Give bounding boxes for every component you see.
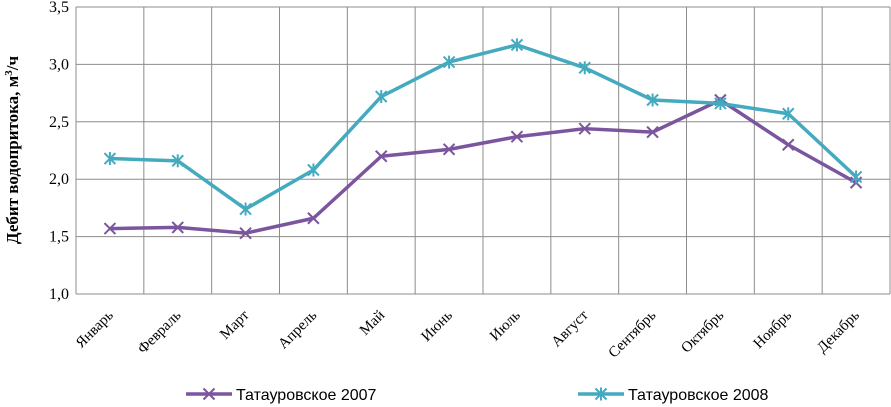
- x-tick-label: Март: [217, 307, 253, 343]
- series-2: [103, 38, 863, 216]
- data-point: [103, 222, 117, 235]
- y-tick-label: 1,0: [49, 286, 69, 303]
- data-point: [510, 130, 524, 143]
- y-tick-labels: 1,0 1,5 2,0 2,5 3,0 3,5: [49, 0, 69, 303]
- y-tick-label: 2,0: [49, 171, 69, 188]
- data-point: [171, 221, 184, 234]
- y-axis-label-sup: 3: [3, 70, 15, 76]
- x-tick-label: Ноябрь: [751, 307, 796, 352]
- data-point: [849, 170, 863, 184]
- x-tick-label: Май: [357, 308, 388, 339]
- data-point: [782, 138, 795, 151]
- data-point: [578, 122, 591, 135]
- legend-label: Татауровское 2007: [236, 387, 377, 404]
- y-axis-label-main: Дебит водопритока, м: [3, 75, 22, 244]
- data-point: [103, 152, 117, 166]
- data-point: [307, 163, 320, 177]
- x-tick-label: Декабрь: [814, 307, 863, 356]
- data-point: [375, 90, 388, 104]
- legend-item: Татауровское 2008: [578, 387, 769, 404]
- data-point: [714, 96, 727, 110]
- data-point: [239, 226, 252, 240]
- x-tick-label: Июль: [487, 307, 524, 344]
- data-point: [202, 387, 216, 401]
- data-point: [375, 150, 388, 163]
- x-tick-label: Июнь: [418, 307, 456, 345]
- y-tick-label: 2,5: [49, 114, 69, 131]
- x-tick-label: Апрель: [275, 307, 320, 352]
- legend-item: Татауровское 2007: [186, 387, 377, 404]
- x-tick-labels: Январь Февраль Март Апрель Май Июнь Июль Август…: [73, 307, 863, 361]
- legend: Татауровское 2007 Татауровское 2008: [186, 387, 769, 404]
- legend-label: Татауровское 2008: [628, 387, 769, 404]
- data-point: [578, 61, 591, 75]
- y-tick-label: 3,5: [49, 0, 69, 16]
- y-axis-label: Дебит водопритока, м3/ч: [3, 56, 22, 245]
- data-point: [307, 212, 320, 225]
- data-point: [646, 125, 659, 139]
- data-point: [239, 202, 252, 216]
- data-point: [442, 55, 456, 69]
- data-point: [510, 38, 524, 52]
- data-point: [442, 143, 456, 156]
- data-point: [782, 107, 795, 121]
- x-tick-label: Август: [549, 307, 592, 350]
- y-tick-label: 3,0: [49, 56, 69, 73]
- series-line: [109, 98, 857, 235]
- y-axis-label-tail: /ч: [3, 56, 22, 72]
- grid: [75, 6, 891, 295]
- data-point: [646, 93, 659, 107]
- x-tick-label: Октябрь: [678, 307, 727, 356]
- data-point: [171, 154, 184, 168]
- x-tick-label: Февраль: [135, 307, 185, 357]
- series-group: [103, 38, 863, 240]
- data-point: [594, 387, 608, 401]
- series-line: [109, 43, 858, 211]
- y-tick-label: 1,5: [49, 229, 69, 246]
- x-tick-label: Январь: [73, 307, 117, 351]
- x-tick-label: Сентябрь: [606, 307, 660, 361]
